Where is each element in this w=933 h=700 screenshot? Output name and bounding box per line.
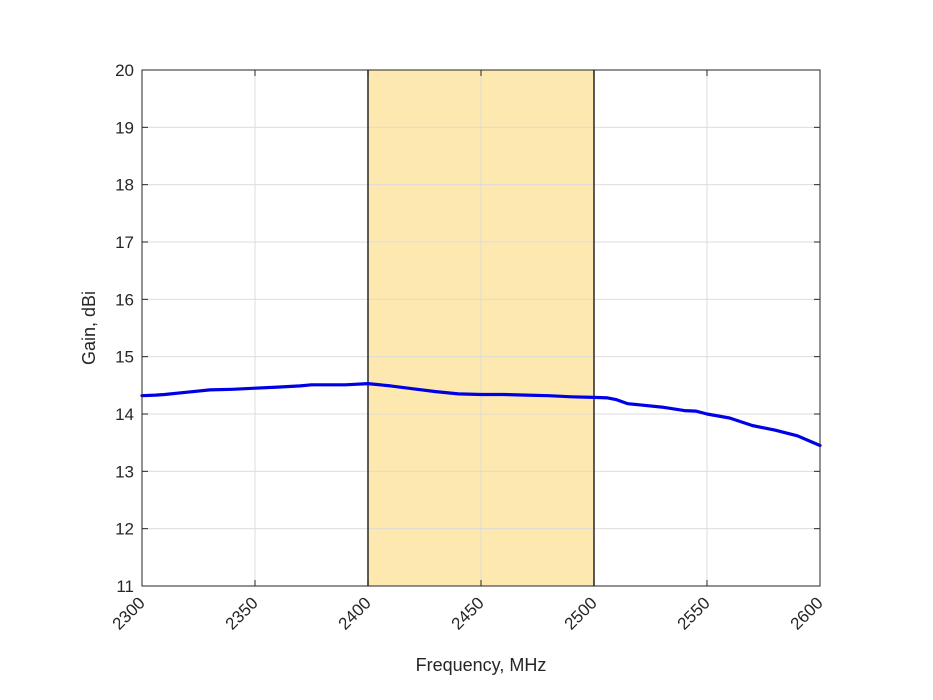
x-tick-label: 2350	[222, 593, 262, 633]
y-tick-label: 15	[115, 348, 134, 367]
x-axis: 2300 2350 2400 2450 2500 2550 2600	[109, 70, 827, 634]
x-tick-label: 2550	[674, 593, 714, 633]
x-axis-label: Frequency, MHz	[416, 655, 547, 675]
y-tick-label: 17	[115, 233, 134, 252]
x-tick-label: 2500	[561, 593, 601, 633]
y-tick-label: 19	[115, 118, 134, 137]
x-tick-label: 2300	[109, 593, 149, 633]
x-tick-label: 2600	[787, 593, 827, 633]
x-tick-label: 2400	[335, 593, 375, 633]
y-tick-label: 13	[115, 462, 134, 481]
y-tick-label: 16	[115, 290, 134, 309]
y-axis: 11 12 13 14 15 16 17 18 19 20	[115, 61, 820, 596]
x-tick-label: 2450	[448, 593, 488, 633]
series-group	[140, 382, 822, 448]
series-line	[140, 382, 822, 448]
y-tick-label: 20	[115, 61, 134, 80]
y-axis-label: Gain, dBi	[79, 291, 99, 365]
y-tick-label: 14	[115, 405, 134, 424]
y-tick-label: 11	[116, 577, 134, 596]
y-tick-label: 18	[115, 176, 134, 195]
y-tick-label: 12	[115, 520, 134, 539]
